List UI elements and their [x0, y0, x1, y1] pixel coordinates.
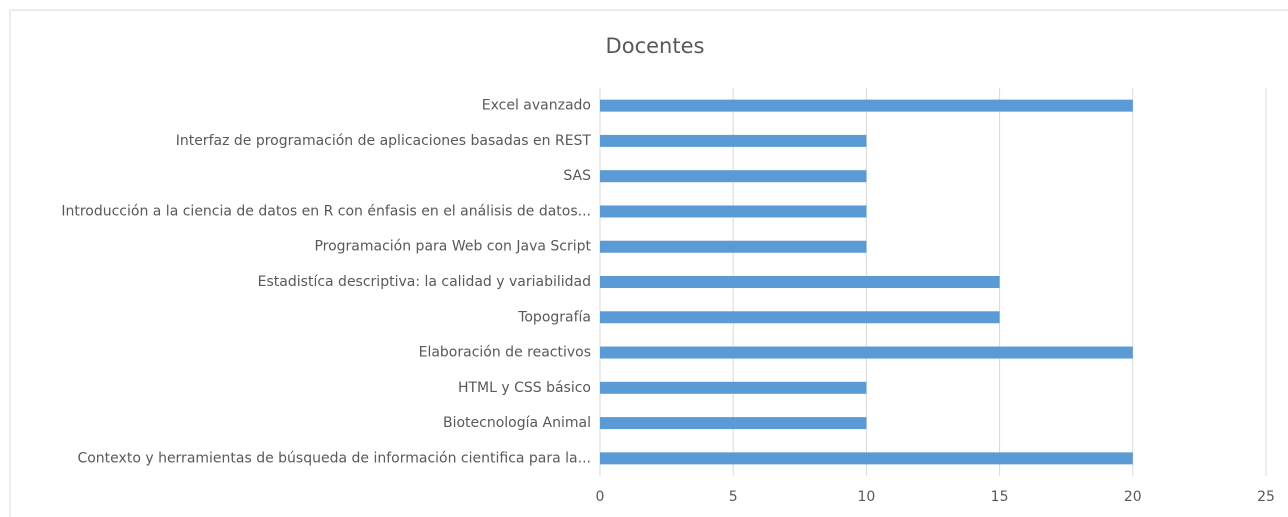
- x-tick-label: 5: [729, 489, 738, 505]
- chart-border: [9, 9, 1288, 517]
- bar: [600, 452, 1133, 465]
- bar: [600, 276, 1000, 288]
- y-tick-label: HTML y CSS básico: [458, 380, 591, 396]
- y-tick-label: Topografía: [517, 309, 591, 325]
- y-tick-label: Elaboración de reactivos: [419, 345, 591, 361]
- y-tick-label: SAS: [563, 168, 591, 184]
- y-tick-label: Excel avanzado: [482, 98, 591, 114]
- x-tick-label: 15: [991, 489, 1009, 505]
- bar: [600, 99, 1133, 112]
- bar: [600, 346, 1133, 359]
- bar: [600, 311, 1000, 324]
- bar: [600, 205, 867, 218]
- x-tick-label: 0: [596, 489, 605, 505]
- bar: [600, 134, 867, 147]
- bar: [600, 417, 867, 430]
- bar: [600, 170, 867, 183]
- chart-title: Docentes: [606, 34, 705, 58]
- y-tick-label: Interfaz de programación de aplicaciones…: [176, 133, 592, 149]
- y-tick-label: Introducción a la ciencia de datos en R …: [61, 203, 591, 219]
- y-tick-label: Programación para Web con Java Script: [314, 239, 591, 255]
- bar: [600, 381, 867, 394]
- y-tick-label: Contexto y herramientas de búsqueda de i…: [77, 450, 591, 466]
- y-tick-label: Estadistíca descriptiva: la calidad y va…: [258, 274, 591, 290]
- x-tick-label: 25: [1257, 489, 1275, 505]
- x-tick-label: 10: [857, 489, 875, 505]
- y-tick-label: Biotecnología Animal: [443, 415, 591, 431]
- x-tick-label: 20: [1124, 489, 1142, 505]
- bar: [600, 240, 867, 253]
